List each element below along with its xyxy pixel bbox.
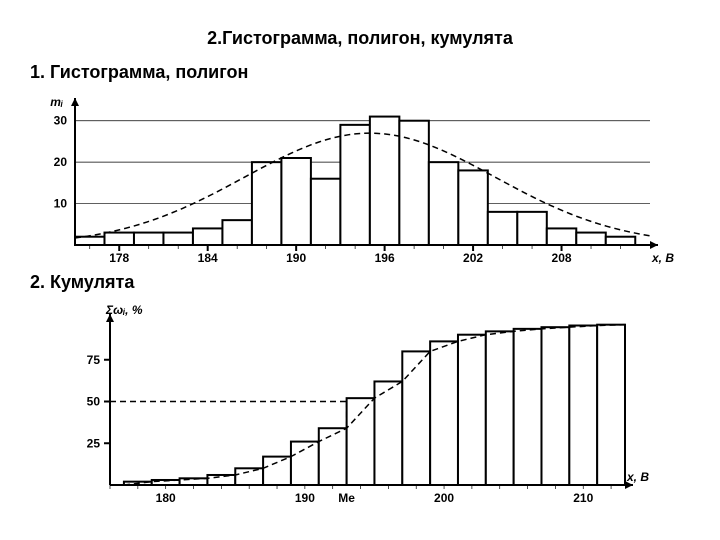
cumulative-chart: 25 50 75 180 190 200 210 Σωᵢ, % x, B Me [55,300,665,510]
svg-text:x, B: x, B [626,470,649,484]
svg-text:Me: Me [338,491,355,505]
svg-text:196: 196 [375,251,395,265]
svg-text:200: 200 [434,491,454,505]
page-title: 2.Гистограмма, полигон, кумулята [0,28,720,49]
svg-text:208: 208 [552,251,572,265]
svg-text:190: 190 [295,491,315,505]
histogram-chart: 10 20 30 178 184 190 196 202 208 mᵢ x, B [30,90,690,270]
subtitle-1: 1. Гистограмма, полигон [30,62,248,83]
svg-text:190: 190 [286,251,306,265]
subtitle-2: 2. Кумулята [30,272,134,293]
svg-text:mᵢ: mᵢ [50,95,63,109]
svg-text:202: 202 [463,251,483,265]
svg-text:180: 180 [156,491,176,505]
svg-text:75: 75 [87,353,101,367]
svg-text:x, B: x, B [651,251,674,265]
svg-text:10: 10 [54,197,68,211]
svg-text:20: 20 [54,155,68,169]
svg-text:25: 25 [87,436,101,450]
svg-text:184: 184 [198,251,218,265]
svg-text:Σωᵢ, %: Σωᵢ, % [105,303,143,317]
svg-text:210: 210 [573,491,593,505]
svg-text:178: 178 [109,251,129,265]
svg-text:50: 50 [87,395,101,409]
svg-text:30: 30 [54,114,68,128]
